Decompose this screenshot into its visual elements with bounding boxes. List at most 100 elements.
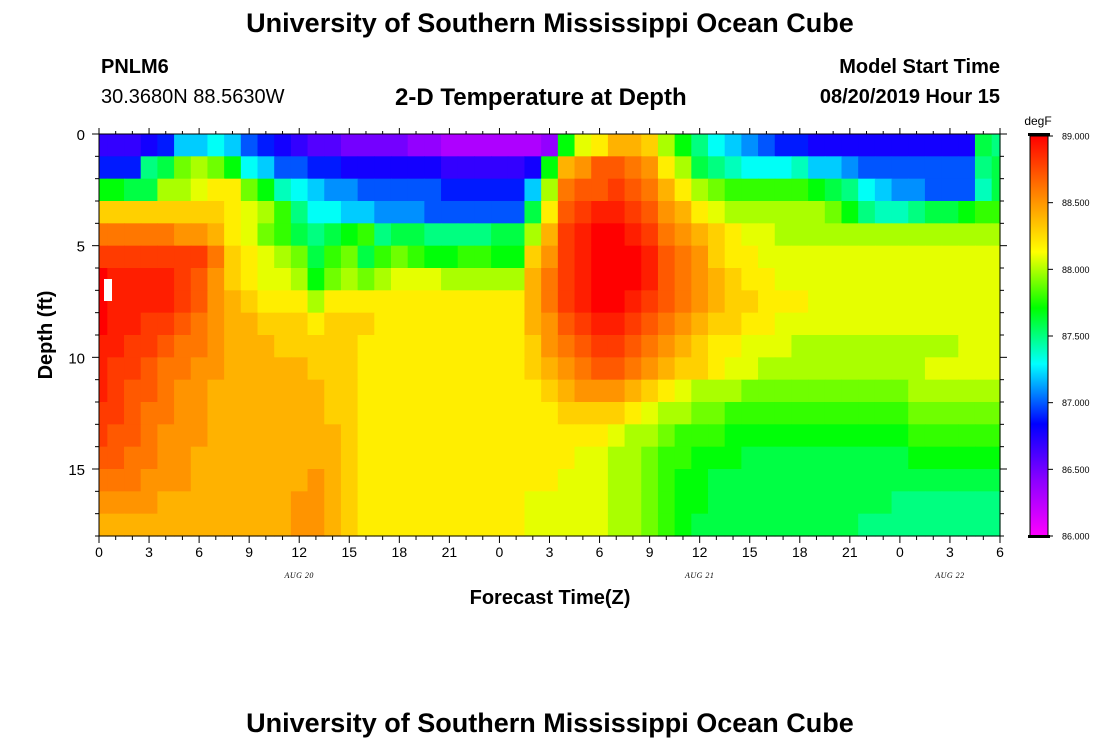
heatmap-cell xyxy=(557,424,576,448)
heatmap-cell xyxy=(991,201,1001,224)
heatmap-cell xyxy=(874,312,893,336)
heatmap-cell xyxy=(974,446,993,470)
heatmap-cell xyxy=(140,335,158,358)
heatmap-cell xyxy=(641,268,659,291)
heatmap-cell xyxy=(174,245,192,269)
heatmap-cell xyxy=(424,379,442,403)
heatmap-cell xyxy=(507,178,526,202)
heatmap-cell xyxy=(224,357,242,381)
heatmap-cell xyxy=(924,513,943,537)
heatmap-cell xyxy=(758,268,776,291)
heatmap-cell xyxy=(924,201,943,224)
heatmap-cell xyxy=(340,156,359,180)
heatmap-cell xyxy=(240,469,259,492)
heatmap-cell xyxy=(858,201,876,224)
y-tick-label: 5 xyxy=(77,239,85,256)
heatmap-cell xyxy=(708,223,726,247)
heatmap-cell xyxy=(791,178,809,202)
heatmap-cell xyxy=(874,245,893,269)
heatmap-cell xyxy=(708,178,726,202)
heatmap-cell xyxy=(224,268,242,291)
heatmap-cell xyxy=(908,245,926,269)
heatmap-cell xyxy=(441,268,459,291)
heatmap-cell xyxy=(390,312,409,336)
heatmap-cell xyxy=(457,290,476,314)
heatmap-cell xyxy=(824,268,843,291)
heatmap-cell xyxy=(474,134,492,157)
heatmap-cell xyxy=(190,469,209,492)
heatmap-cell xyxy=(958,268,976,291)
heatmap-cell xyxy=(974,245,993,269)
heatmap-cell xyxy=(140,491,158,515)
heatmap-cell xyxy=(407,424,425,448)
heatmap-cell xyxy=(240,223,259,247)
heatmap-cell xyxy=(724,513,742,537)
heatmap-cell xyxy=(641,290,659,314)
heatmap-cell xyxy=(891,223,909,247)
heatmap-cell xyxy=(324,201,342,224)
heatmap-cell xyxy=(107,223,125,247)
heatmap-cell xyxy=(824,134,843,157)
heatmap-cell xyxy=(474,513,492,537)
heatmap-cell xyxy=(541,424,559,448)
heatmap-cell xyxy=(174,491,192,515)
heatmap-cell xyxy=(474,245,492,269)
heatmap-cell xyxy=(991,245,1001,269)
heatmap-cell xyxy=(741,178,759,202)
heatmap-cell xyxy=(924,379,943,403)
colorbar-tick-label: 88.500 xyxy=(1062,198,1090,208)
heatmap-cell xyxy=(674,156,692,180)
heatmap-cell xyxy=(774,245,793,269)
heatmap-cell xyxy=(524,379,542,403)
heatmap-cell xyxy=(591,513,609,537)
heatmap-cell xyxy=(858,357,876,381)
heatmap-cell xyxy=(691,402,709,425)
heatmap-cell xyxy=(774,223,793,247)
heatmap-cell xyxy=(991,513,1001,537)
heatmap-cell xyxy=(307,156,325,180)
heatmap-cell xyxy=(874,491,893,515)
heatmap-cell xyxy=(407,201,425,224)
heatmap-cell xyxy=(741,335,759,358)
heatmap-cell xyxy=(274,268,292,291)
heatmap-cell xyxy=(491,134,509,157)
heatmap-cell xyxy=(407,290,425,314)
heatmap-cell xyxy=(307,312,325,336)
heatmap-cell xyxy=(441,156,459,180)
heatmap-cell xyxy=(641,491,659,515)
heatmap-cell xyxy=(474,335,492,358)
heatmap-cell xyxy=(607,245,626,269)
heatmap-cell xyxy=(457,178,476,202)
heatmap-cell xyxy=(257,469,275,492)
heatmap-cell xyxy=(324,290,342,314)
heatmap-cell xyxy=(274,201,292,224)
heatmap-cell xyxy=(824,424,843,448)
heatmap-cell xyxy=(307,424,325,448)
heatmap-cell xyxy=(691,335,709,358)
model-start-value: 08/20/2019 Hour 15 xyxy=(819,86,1000,108)
heatmap-cell xyxy=(808,290,826,314)
heatmap-cell xyxy=(324,134,342,157)
heatmap-cell xyxy=(224,178,242,202)
heatmap-cell xyxy=(207,134,225,157)
heatmap-cell xyxy=(390,402,409,425)
date-label: AUG 22 xyxy=(934,571,964,580)
heatmap-cell xyxy=(557,469,576,492)
heatmap-cell xyxy=(758,357,776,381)
heatmap-cell xyxy=(858,312,876,336)
heatmap-cell xyxy=(858,245,876,269)
heatmap-cell xyxy=(374,469,392,492)
heatmap-cell xyxy=(858,290,876,314)
heatmap-cell xyxy=(507,513,526,537)
heatmap-cell xyxy=(758,402,776,425)
heatmap-cell xyxy=(824,245,843,269)
heatmap-cell xyxy=(574,290,592,314)
heatmap-cell xyxy=(99,245,108,269)
heatmap-cell xyxy=(240,379,259,403)
heatmap-cell xyxy=(641,335,659,358)
heatmap-cell xyxy=(941,201,959,224)
heatmap-cell xyxy=(991,156,1001,180)
heatmap-cell xyxy=(124,491,142,515)
heatmap-cell xyxy=(99,312,108,336)
heatmap-cell xyxy=(841,424,859,448)
